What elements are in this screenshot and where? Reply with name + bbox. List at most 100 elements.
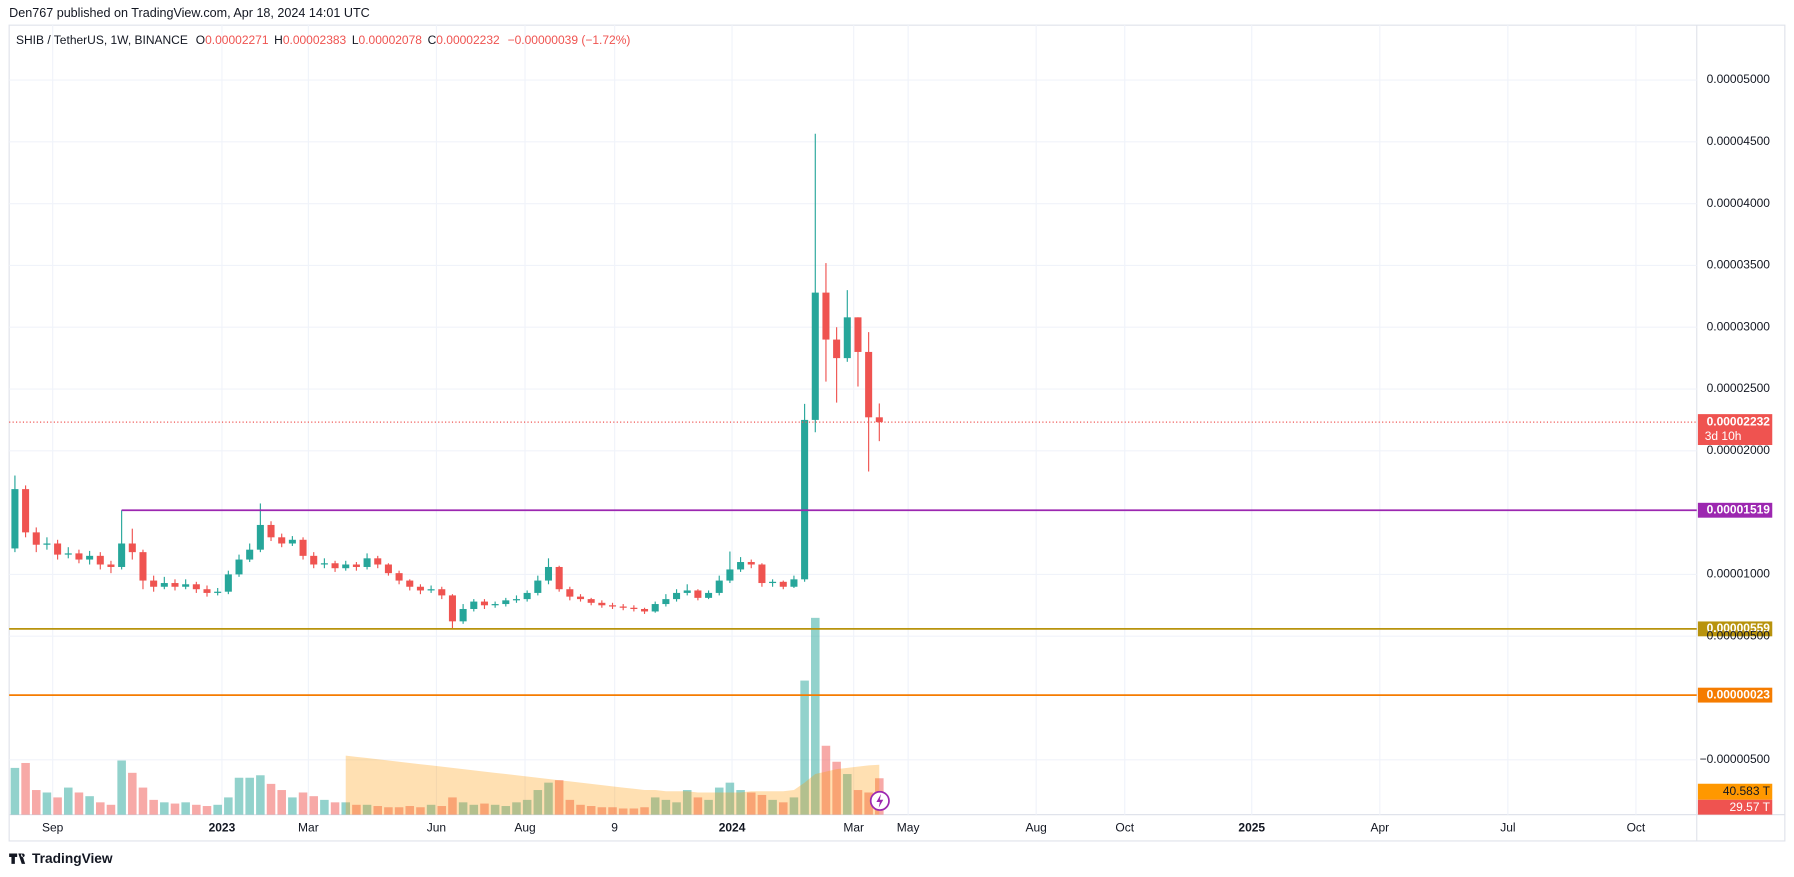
- candle-body: [246, 549, 254, 560]
- candle-body: [448, 595, 456, 622]
- candle-body: [160, 583, 168, 587]
- candle-body: [598, 602, 606, 606]
- x-tick-label: Aug: [514, 821, 535, 835]
- volume-bar: [309, 796, 318, 815]
- volume-pane: [10, 617, 884, 815]
- candle-body: [790, 579, 798, 587]
- candle-body: [331, 563, 339, 569]
- volume-bar: [458, 802, 468, 815]
- candle-body: [502, 600, 510, 605]
- brand: TradingView: [9, 851, 113, 866]
- volume-bar: [832, 761, 841, 815]
- volume-bar: [42, 792, 52, 815]
- volume-bar: [736, 790, 745, 815]
- volume-bar: [330, 802, 340, 815]
- volume-bar: [298, 792, 308, 815]
- candle-body: [523, 592, 531, 600]
- volume-bar: [768, 799, 777, 815]
- candle-body: [608, 605, 617, 607]
- volume-bar: [661, 799, 671, 815]
- volume-bar: [373, 806, 383, 815]
- candle-body: [651, 604, 659, 612]
- x-tick-label: Apr: [1370, 821, 1389, 835]
- icon-bolt: [876, 794, 884, 808]
- candle-body: [299, 539, 307, 556]
- candle-body: [673, 592, 681, 600]
- level-label: 0.00000023: [1707, 687, 1771, 701]
- volume-bar: [448, 797, 457, 815]
- legend-c: C: [428, 33, 437, 47]
- volume-bar: [746, 792, 756, 815]
- candle-body: [22, 489, 30, 533]
- legend: SHIB / TetherUS, 1W, BINANCE O0.00002271…: [16, 33, 630, 47]
- volume-bar: [256, 775, 265, 815]
- volume-bar: [554, 780, 564, 815]
- x-tick-label: Oct: [1115, 821, 1134, 835]
- volume-bar: [629, 808, 639, 815]
- price-label-box: [1697, 414, 1773, 446]
- candle-body: [747, 562, 755, 565]
- price-countdown: 3d 10h: [1705, 429, 1742, 443]
- volume-bar: [96, 802, 105, 815]
- volume-bar: [693, 797, 703, 815]
- level-label: 0.00000559: [1707, 621, 1771, 635]
- x-tick-label: 2025: [1238, 821, 1265, 835]
- candle-body: [171, 583, 179, 587]
- volume-bar: [202, 806, 212, 815]
- candle-body: [779, 581, 787, 587]
- candle-body: [865, 351, 873, 418]
- candle-body: [491, 604, 499, 606]
- candle-body: [288, 539, 296, 544]
- volume-bar: [576, 804, 585, 815]
- level-label-box: [1697, 502, 1773, 518]
- candle-body: [214, 591, 222, 593]
- volume-bar: [501, 806, 511, 815]
- volume-bar: [405, 806, 415, 815]
- candle-body: [32, 532, 40, 545]
- volume-bar: [544, 782, 553, 815]
- y-tick-label: 0.00005000: [1707, 72, 1771, 86]
- volume-bar: [170, 803, 180, 815]
- candle-body: [833, 339, 841, 359]
- level-label-box: [1697, 687, 1773, 703]
- candle-body: [139, 552, 147, 581]
- candle-body: [480, 601, 488, 606]
- candle-body: [128, 543, 136, 553]
- volume-bar: [341, 802, 351, 815]
- candle-body: [769, 581, 777, 584]
- candle-body: [683, 590, 691, 593]
- x-tick-label: 9: [611, 821, 618, 835]
- volume-bar: [117, 760, 126, 815]
- candle-body: [630, 607, 638, 609]
- volume-bar: [213, 804, 222, 815]
- volume-label: 29.57 T: [1729, 800, 1770, 814]
- candle-body: [75, 553, 83, 560]
- volume-bar: [789, 797, 799, 815]
- candle-body: [267, 524, 275, 538]
- candle-body: [342, 564, 350, 569]
- grid: [9, 25, 1697, 815]
- volume-bar: [437, 806, 447, 815]
- brand-logo: [9, 853, 26, 864]
- volume-bar: [714, 787, 724, 815]
- volume-bar: [394, 807, 404, 815]
- candle-body: [107, 564, 115, 567]
- candle-body: [822, 292, 830, 340]
- candle-body: [416, 586, 424, 591]
- candle-body: [384, 564, 392, 574]
- y-tick-label: 0.00002000: [1707, 443, 1771, 457]
- volume-bar: [618, 808, 628, 815]
- replay-icon[interactable]: [869, 790, 890, 811]
- candle-body: [118, 543, 126, 567]
- candle-body: [737, 562, 745, 570]
- volume-bar: [597, 807, 607, 815]
- volume-bar: [778, 802, 788, 815]
- volume-bar: [224, 797, 233, 815]
- chart-frame: [8, 24, 1786, 842]
- candle-body: [86, 555, 94, 560]
- candle-body: [619, 606, 627, 608]
- volume-bar: [853, 790, 863, 815]
- legend-low: 0.00002078: [359, 33, 423, 47]
